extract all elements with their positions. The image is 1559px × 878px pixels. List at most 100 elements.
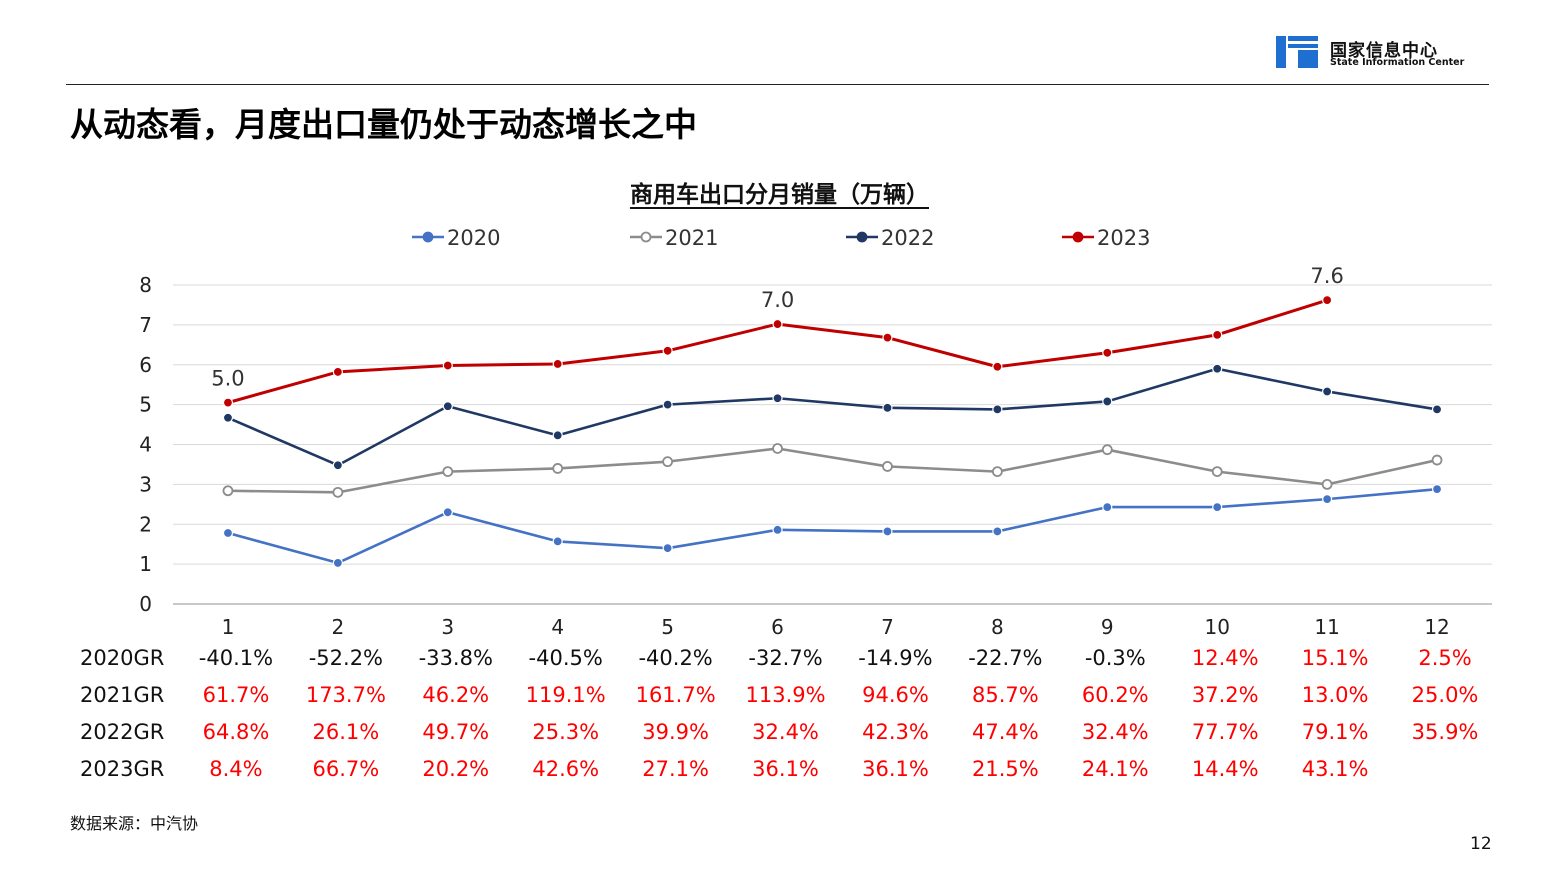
page-title: 从动态看，月度出口量仍处于动态增长之中 [70, 105, 697, 144]
growth-cell: -22.7% [968, 646, 1043, 670]
y-tick-label: 0 [139, 592, 152, 616]
data-point [1102, 347, 1113, 358]
growth-cell: 42.3% [862, 720, 929, 744]
data-label: 7.0 [761, 288, 794, 312]
data-point [1322, 386, 1333, 397]
growth-cell: 64.8% [202, 720, 270, 744]
x-tick-label: 4 [551, 615, 564, 639]
growth-cell: 25.0% [1411, 683, 1479, 707]
y-tick-label: 3 [139, 472, 152, 496]
y-tick-label: 4 [139, 433, 152, 457]
data-point [662, 543, 673, 554]
legend-marker [422, 231, 434, 243]
y-tick-label: 2 [139, 512, 152, 536]
logo-text-en: State Information Center [1330, 57, 1465, 68]
data-point [1212, 502, 1223, 513]
data-point [552, 430, 563, 441]
growth-cell: 42.6% [532, 757, 600, 781]
growth-row-label: 2023GR [80, 757, 165, 781]
growth-cell: -0.3% [1084, 646, 1146, 670]
data-point [772, 524, 783, 535]
series-line [227, 298, 1328, 405]
data-point [992, 361, 1003, 372]
logo: 国家信息中心 State Information Center [1276, 36, 1490, 72]
growth-cell: 36.1% [752, 757, 819, 781]
growth-cell: 94.6% [862, 683, 929, 707]
data-point [991, 466, 1003, 478]
growth-cell: 47.4% [972, 720, 1039, 744]
x-tick-label: 12 [1424, 615, 1449, 639]
growth-cell: -33.8% [418, 646, 493, 670]
growth-cell: 20.2% [422, 757, 490, 781]
growth-cell: -52.2% [308, 646, 384, 670]
x-tick-label: 2 [332, 615, 345, 639]
data-point [552, 536, 563, 547]
data-point [222, 412, 234, 423]
series-line [227, 367, 1438, 467]
growth-cell: 49.7% [422, 720, 490, 744]
data-point [992, 404, 1003, 415]
y-tick-label: 5 [139, 393, 152, 417]
growth-cell: -32.7% [748, 646, 823, 670]
state-information-center-logo-icon [1276, 36, 1318, 68]
data-point [992, 526, 1003, 537]
growth-cell: 14.4% [1191, 757, 1259, 781]
growth-cell: 43.1% [1301, 757, 1369, 781]
data-point [552, 358, 563, 370]
data-point [772, 318, 783, 330]
legend-label: 2022 [881, 226, 934, 250]
growth-cell: 37.2% [1191, 683, 1259, 707]
data-point [442, 401, 453, 412]
growth-cell: 77.7% [1191, 720, 1259, 744]
growth-cell: 15.1% [1301, 646, 1369, 670]
data-point [882, 402, 893, 413]
growth-cell: 24.1% [1081, 757, 1149, 781]
page-number: 12 [1470, 834, 1492, 854]
growth-cell: 66.7% [312, 757, 380, 781]
data-point [1321, 478, 1333, 490]
x-tick-label: 6 [771, 615, 784, 639]
legend-label: 2021 [665, 226, 718, 250]
data-point [882, 461, 893, 472]
data-source: 数据来源：中汽协 [70, 814, 199, 833]
growth-cell: 61.7% [202, 683, 270, 707]
data-point [442, 360, 453, 371]
growth-cell: 25.3% [532, 720, 600, 744]
y-tick-label: 6 [139, 353, 152, 377]
series-line [227, 447, 1438, 494]
growth-cell: 79.1% [1301, 720, 1369, 744]
growth-row-label: 2021GR [80, 683, 165, 707]
growth-cell: 161.7% [635, 683, 716, 707]
data-point [662, 345, 673, 356]
growth-cell: 46.2% [422, 683, 490, 707]
data-point [222, 527, 234, 539]
data-point [332, 486, 344, 498]
x-tick-label: 5 [661, 615, 674, 639]
data-point [332, 460, 343, 471]
y-tick-label: 8 [139, 273, 152, 297]
growth-cell: 8.4% [209, 757, 263, 781]
legend-marker [1072, 231, 1084, 243]
growth-cell: 32.4% [1081, 720, 1149, 744]
x-tick-label: 8 [991, 615, 1004, 639]
growth-cell: 36.1% [862, 757, 929, 781]
data-label: 5.0 [211, 367, 244, 391]
growth-cell: 119.1% [525, 683, 606, 707]
growth-cell: 32.4% [752, 720, 819, 744]
y-tick-label: 1 [139, 552, 152, 576]
data-point [222, 397, 234, 408]
legend-label: 2023 [1097, 226, 1150, 250]
x-tick-label: 7 [881, 615, 894, 639]
growth-cell: -40.1% [198, 646, 274, 670]
x-tick-label: 1 [222, 615, 235, 639]
growth-cell: -14.9% [858, 646, 933, 670]
legend-marker [856, 231, 868, 243]
data-point [1431, 484, 1443, 495]
growth-cell: 85.7% [972, 683, 1039, 707]
data-point [332, 557, 343, 569]
growth-cell: -40.5% [528, 646, 603, 670]
legend-label: 2020 [447, 226, 500, 250]
data-point [1101, 444, 1113, 456]
data-point [1322, 295, 1333, 306]
